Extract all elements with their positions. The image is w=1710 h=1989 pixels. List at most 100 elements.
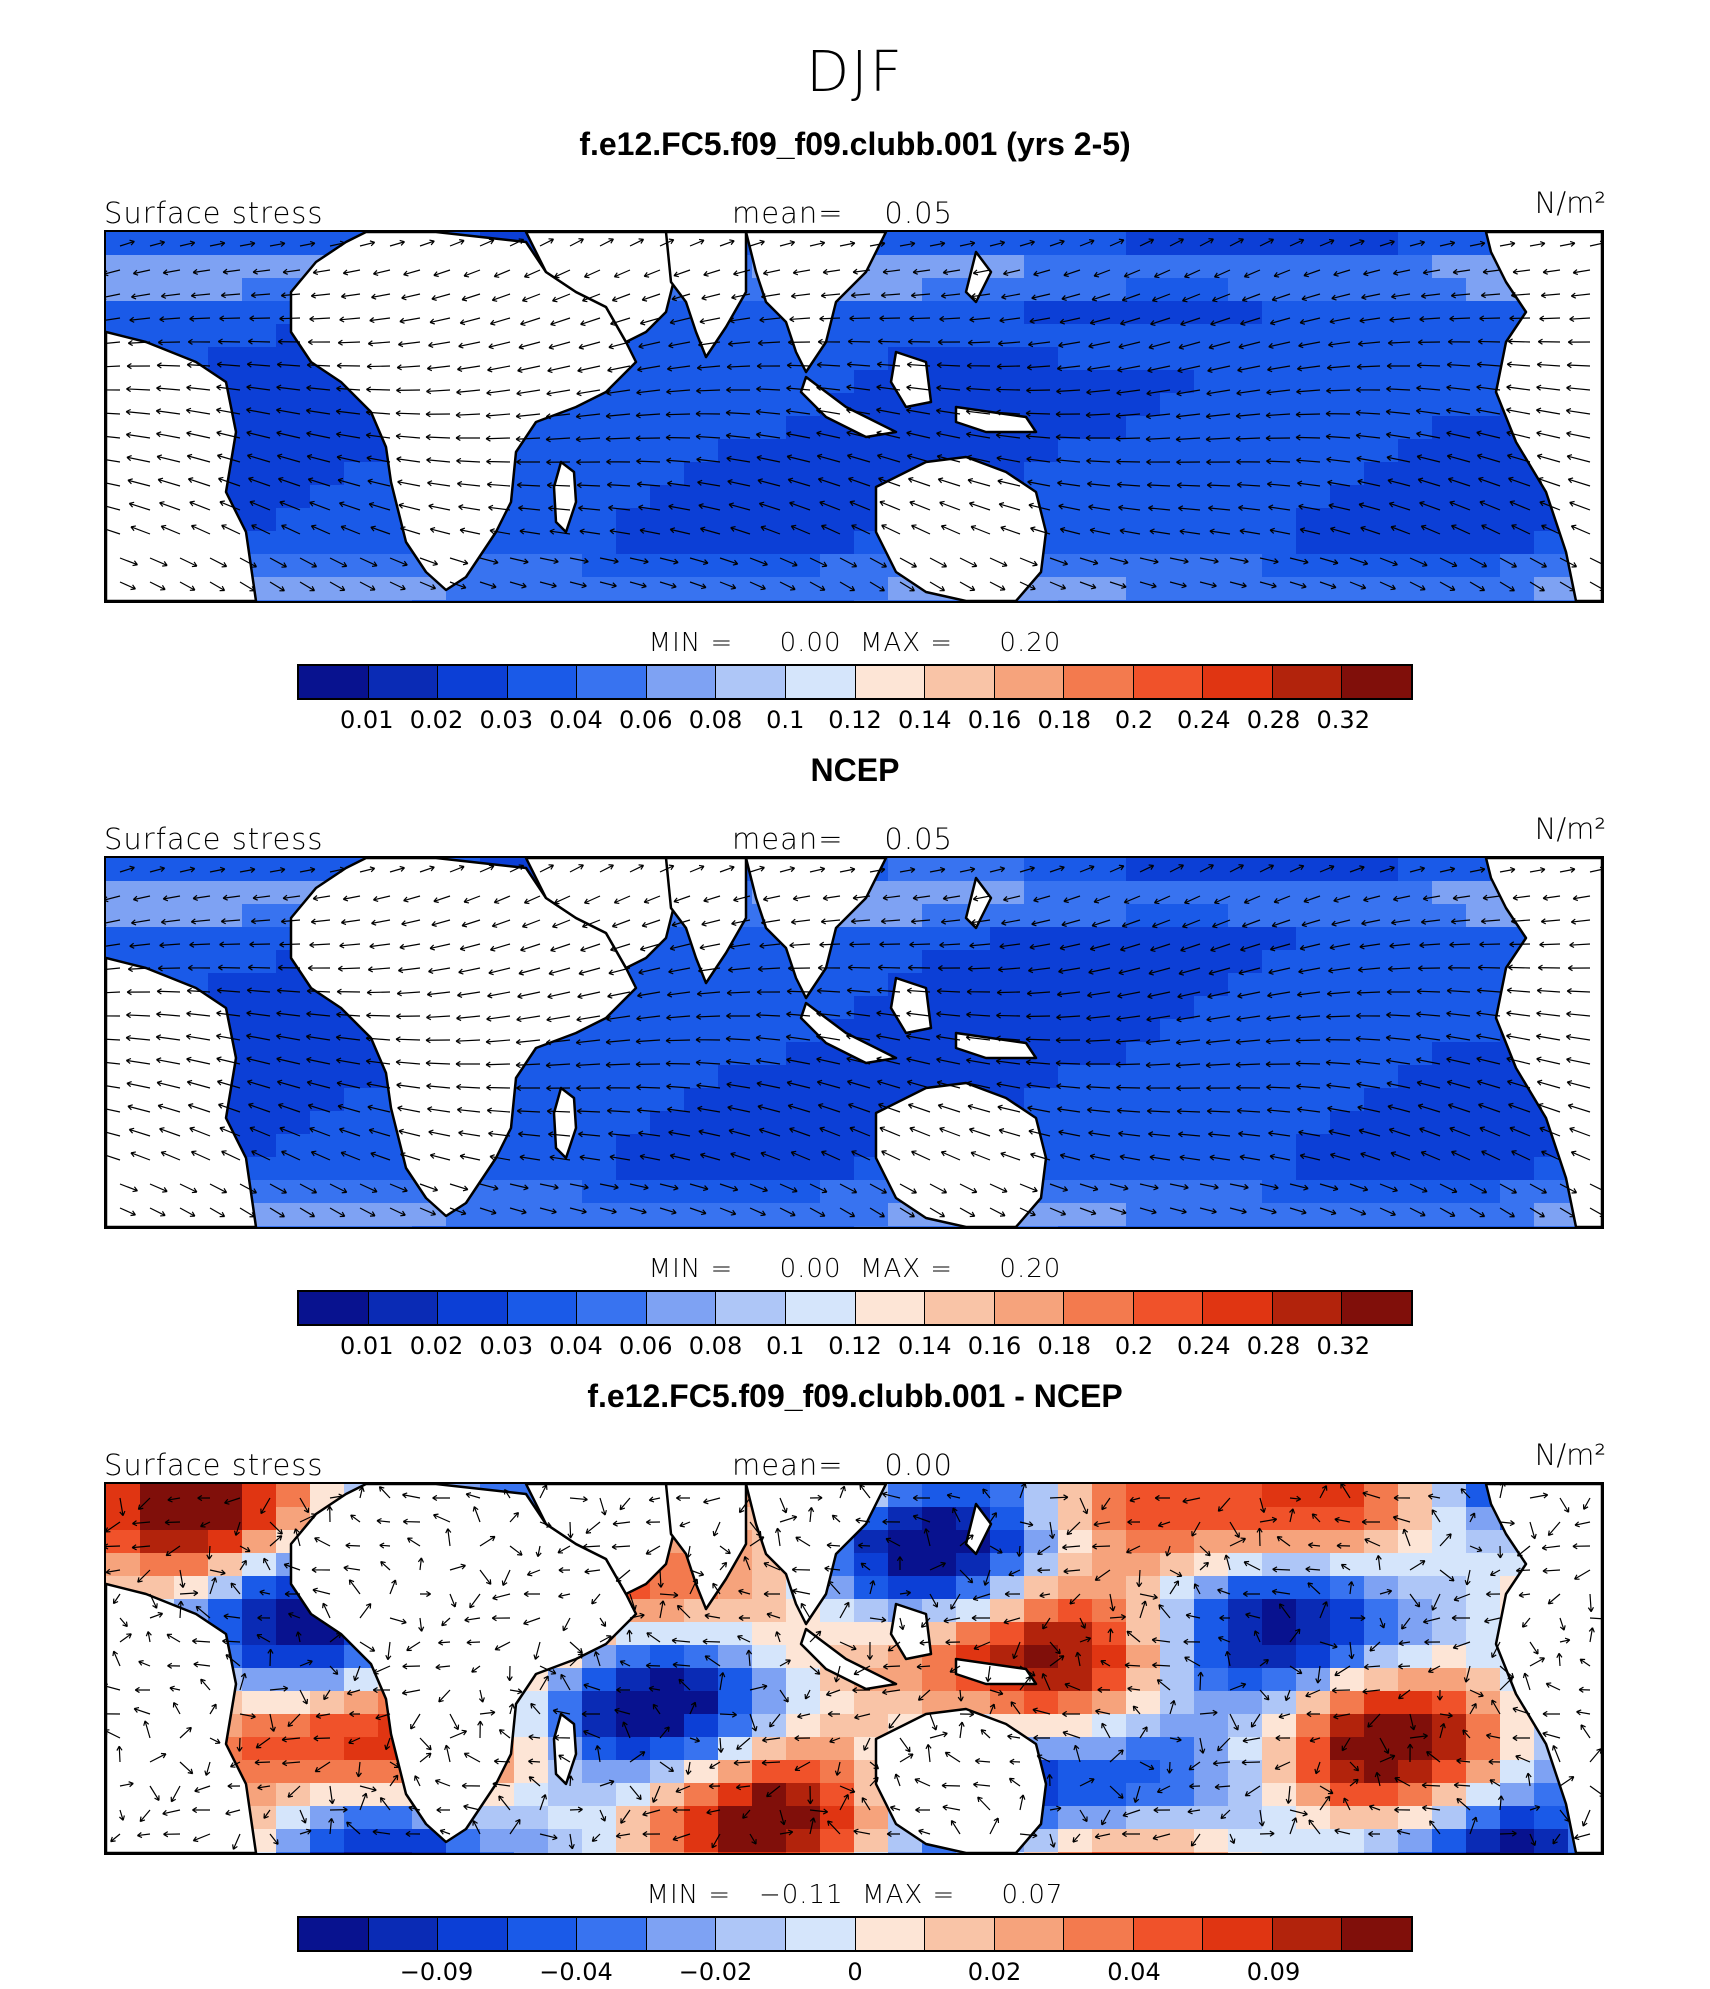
wind-arrow (907, 964, 931, 971)
field-cell (718, 973, 753, 997)
wind-arrow (910, 292, 931, 299)
wind-arrow (745, 1649, 753, 1667)
field-cell (174, 881, 209, 905)
wind-arrow (1259, 1516, 1278, 1523)
wind-arrow (847, 964, 871, 971)
wind-arrow (607, 365, 631, 373)
wind-arrow (863, 1737, 871, 1751)
wind-arrow (279, 500, 301, 511)
wind-arrow (1119, 528, 1141, 535)
wind-arrow (216, 453, 241, 463)
wind-arrow (672, 1806, 691, 1814)
wind-arrow (395, 433, 421, 440)
field-cell (1262, 1111, 1297, 1135)
wind-arrow (365, 432, 391, 439)
wind-arrow (606, 1107, 631, 1114)
wind-arrow (1379, 1754, 1396, 1763)
wind-arrow (407, 1537, 421, 1547)
wind-arrow (523, 1617, 541, 1626)
wind-arrow (1522, 1672, 1531, 1691)
field-cell (1160, 1530, 1195, 1554)
wind-arrow (1424, 1639, 1441, 1646)
wind-arrow (1327, 1105, 1351, 1113)
field-cell (1398, 1760, 1433, 1784)
wind-arrow (1341, 1737, 1351, 1752)
wind-arrow (250, 292, 271, 299)
wind-arrow (1147, 991, 1171, 999)
wind-arrow (1191, 1521, 1201, 1537)
field-cell (1160, 1226, 1195, 1227)
wind-arrow (179, 1761, 194, 1775)
field-cell (752, 996, 787, 1020)
field-cell (1364, 531, 1399, 555)
field-cell (1058, 416, 1093, 440)
wind-arrow (398, 502, 421, 511)
wind-arrow (696, 456, 721, 463)
wind-arrow (239, 1713, 256, 1720)
wind-arrow (389, 1183, 408, 1193)
field-cell (956, 370, 991, 394)
wind-arrow (1183, 1638, 1201, 1645)
wind-arrow (1446, 1010, 1471, 1017)
wind-arrow (1388, 501, 1411, 511)
wind-arrow (1551, 1745, 1561, 1763)
wind-arrow (1206, 389, 1231, 397)
field-cell (1024, 1553, 1059, 1577)
wind-arrow (869, 240, 886, 248)
colorbar-tick-label: 0.01 (340, 706, 394, 734)
field-cell (786, 600, 821, 601)
colorbar-swatch (1342, 1292, 1411, 1324)
wind-arrow (593, 1651, 601, 1667)
wind-arrow (458, 967, 481, 975)
field-cell (1262, 1576, 1297, 1600)
wind-arrow (1217, 1497, 1231, 1512)
wind-arrow (1029, 317, 1051, 324)
wind-arrow (195, 1605, 211, 1619)
field-cell (1058, 554, 1093, 578)
wind-arrow (1208, 967, 1231, 976)
field-cell (1466, 1576, 1501, 1600)
wind-arrow (234, 1521, 241, 1536)
wind-arrow (636, 1015, 661, 1022)
field-cell (922, 1852, 957, 1853)
field-cell (310, 577, 345, 601)
field-cell (1432, 1157, 1467, 1181)
field-cell (1160, 554, 1195, 578)
wind-arrow (110, 1833, 121, 1843)
field-cell (1160, 531, 1195, 555)
wind-arrow (615, 1569, 631, 1582)
colorbar-tick-label: 0.06 (619, 1332, 673, 1360)
wind-arrow (306, 1056, 331, 1065)
field-cell (582, 1714, 617, 1738)
field-cell (174, 1553, 209, 1577)
field-cell (922, 1226, 957, 1227)
wind-arrow (225, 1809, 241, 1816)
field-cell (1534, 1829, 1569, 1853)
wind-arrow (779, 1514, 798, 1523)
field-cell (616, 1691, 651, 1715)
field-cell (378, 1203, 413, 1227)
field-cell (1160, 1668, 1195, 1692)
wind-arrow (846, 1033, 871, 1041)
wind-arrow (518, 341, 541, 350)
wind-arrow (479, 1569, 492, 1585)
field-cell (1024, 1507, 1059, 1531)
field-cell (956, 1553, 991, 1577)
wind-arrow (1169, 238, 1184, 247)
field-cell (106, 255, 141, 279)
wind-arrow (1139, 1593, 1158, 1600)
wind-arrow (638, 341, 661, 349)
wind-arrow (1556, 1652, 1563, 1667)
wind-arrow (276, 384, 301, 391)
field-cell (1364, 927, 1399, 951)
wind-arrow (1139, 1600, 1148, 1619)
wind-arrow (809, 866, 826, 873)
wind-arrow (882, 1518, 901, 1525)
wind-arrow (359, 1207, 376, 1217)
wind-arrow (576, 459, 601, 466)
field-cell (1398, 1226, 1433, 1227)
land-outline (889, 1602, 933, 1661)
field-cell (684, 1645, 719, 1669)
wind-arrow (1509, 1126, 1531, 1137)
wind-arrow (112, 1593, 121, 1605)
